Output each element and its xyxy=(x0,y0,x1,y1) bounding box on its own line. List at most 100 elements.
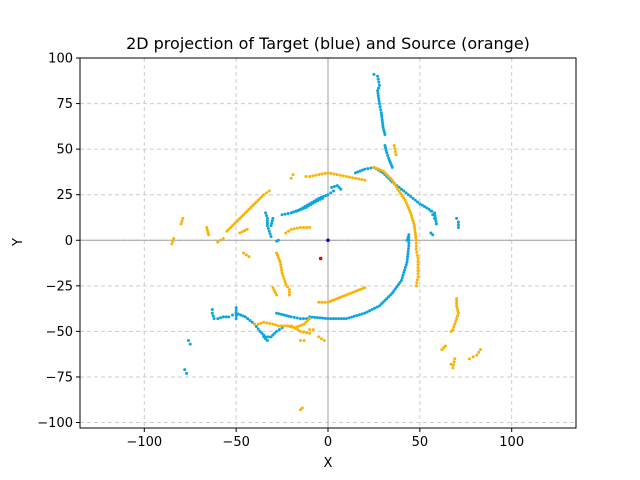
source-point xyxy=(302,330,306,334)
source-point xyxy=(286,324,290,328)
target-point xyxy=(326,317,330,321)
target-point xyxy=(342,317,346,321)
target-point xyxy=(219,316,223,320)
target-point xyxy=(407,246,411,250)
target-point xyxy=(433,214,437,218)
source-point xyxy=(279,324,283,328)
target-point xyxy=(320,196,324,200)
y-tick-label: 75 xyxy=(56,97,73,112)
source-point xyxy=(416,272,420,276)
target-point xyxy=(376,94,380,98)
target-point xyxy=(280,213,284,217)
target-point xyxy=(360,168,364,172)
source-point xyxy=(247,255,251,259)
source-point xyxy=(454,319,458,323)
target-point xyxy=(405,260,409,264)
target-point xyxy=(379,302,383,306)
target-point xyxy=(369,166,373,170)
target-point xyxy=(418,202,422,206)
target-point xyxy=(230,313,234,317)
source-point xyxy=(179,222,183,226)
target-point xyxy=(377,83,381,87)
source-point xyxy=(276,256,280,260)
target-point xyxy=(387,295,391,299)
target-point xyxy=(339,317,343,321)
source-point xyxy=(281,274,285,278)
target-point xyxy=(429,231,433,235)
source-point xyxy=(442,346,446,350)
target-point xyxy=(399,187,403,191)
source-point xyxy=(338,173,342,177)
source-point xyxy=(289,176,293,180)
source-point xyxy=(249,205,253,209)
source-point xyxy=(304,174,308,178)
source-point xyxy=(283,324,287,328)
target-point xyxy=(376,77,380,81)
target-point xyxy=(332,184,336,188)
target-point xyxy=(304,205,308,209)
source-point xyxy=(276,324,280,328)
source-point xyxy=(292,227,296,231)
target-point xyxy=(243,315,247,319)
target-point xyxy=(324,194,328,198)
target-point xyxy=(271,216,275,220)
source-point xyxy=(374,166,378,170)
source-point xyxy=(455,306,459,310)
target-point xyxy=(277,328,281,332)
source-point xyxy=(283,279,287,283)
source-point xyxy=(305,226,309,230)
target-point xyxy=(270,219,274,223)
source-point xyxy=(247,207,251,211)
source-point xyxy=(400,194,404,198)
source-point xyxy=(306,318,310,322)
target-point xyxy=(378,105,382,109)
source-point xyxy=(267,189,271,193)
target-point xyxy=(227,315,231,319)
target-point xyxy=(395,285,399,289)
source-point xyxy=(320,172,324,176)
source-point xyxy=(392,143,396,147)
source-point xyxy=(277,258,281,262)
target-point xyxy=(210,311,214,315)
source-point xyxy=(241,213,245,217)
source-point xyxy=(360,178,364,182)
source-point xyxy=(452,363,456,367)
source-point xyxy=(456,311,460,315)
target-point xyxy=(358,169,362,173)
target-point xyxy=(434,219,438,223)
source-point xyxy=(286,285,290,289)
target-point xyxy=(289,211,293,215)
target-point xyxy=(413,198,417,202)
source-point xyxy=(273,291,277,295)
source-point xyxy=(245,227,249,231)
source-point xyxy=(413,226,417,230)
chart-title: 2D projection of Target (blue) and Sourc… xyxy=(126,34,530,53)
target-point xyxy=(282,313,286,317)
source-point xyxy=(298,408,302,412)
source-point xyxy=(291,173,295,177)
source-point xyxy=(298,324,302,328)
target-point xyxy=(292,210,296,214)
source-point xyxy=(259,321,263,325)
target-point xyxy=(406,252,410,256)
target-point xyxy=(380,120,384,124)
source-point xyxy=(344,174,348,178)
target-point xyxy=(400,276,404,280)
target-point xyxy=(381,123,385,127)
target-point xyxy=(221,315,225,319)
source-point xyxy=(287,293,291,297)
source-point xyxy=(393,150,397,154)
source-point xyxy=(396,187,400,191)
target-point xyxy=(311,201,315,205)
source-point xyxy=(279,263,283,267)
target-point xyxy=(183,368,187,372)
target-point xyxy=(376,89,380,93)
source-point xyxy=(323,171,327,175)
source-point xyxy=(399,192,403,196)
source-point xyxy=(262,320,266,324)
target-point xyxy=(427,207,431,211)
source-point xyxy=(394,153,398,157)
target-point xyxy=(380,118,384,122)
source-point xyxy=(253,202,257,206)
source-point xyxy=(243,229,247,233)
